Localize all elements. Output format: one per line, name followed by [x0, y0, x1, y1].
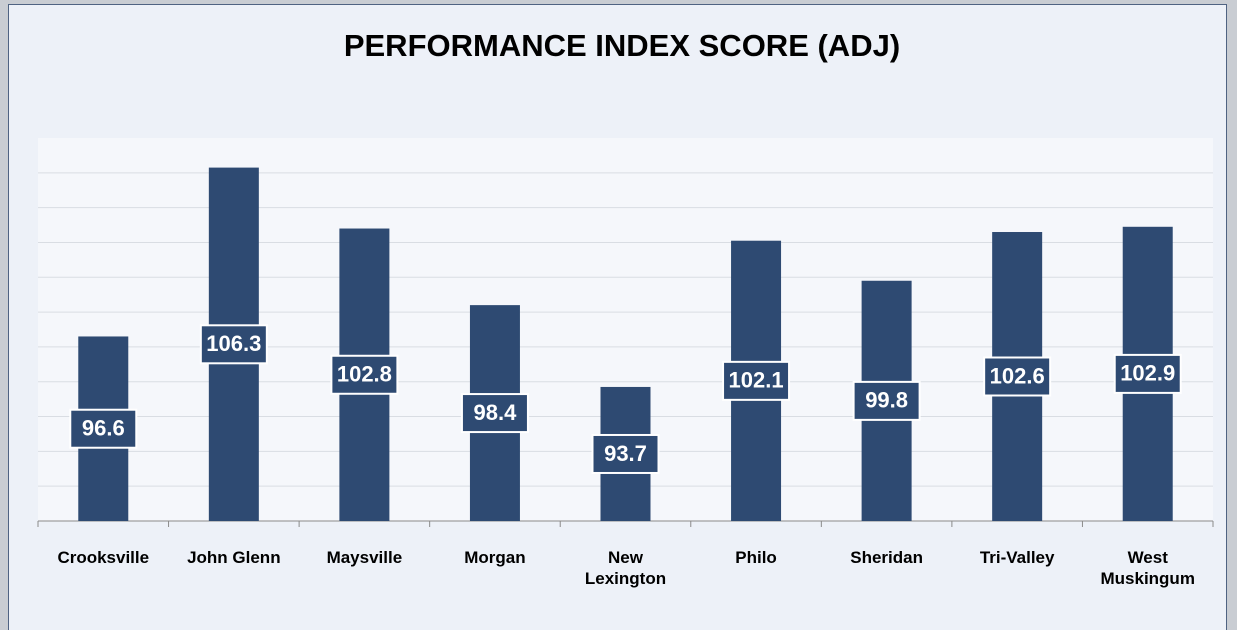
data-label: 102.9 — [1120, 361, 1175, 386]
data-label: 102.6 — [990, 363, 1045, 388]
data-label-box — [1113, 353, 1182, 394]
x-tick-label: Morgan — [464, 548, 526, 567]
data-label-box — [591, 433, 660, 474]
data-label-box — [330, 354, 399, 395]
x-tick-label: Tri-Valley — [979, 548, 1055, 567]
data-label: 106.3 — [206, 331, 261, 356]
x-tick-label: Maysville — [326, 548, 403, 567]
chart-title: PERFORMANCE INDEX SCORE (ADJ) — [344, 28, 900, 63]
data-label: 99.8 — [865, 388, 908, 413]
x-tick-label: West Muskingum — [1100, 548, 1195, 588]
data-label-box — [852, 380, 921, 421]
x-tick-label: Sheridan — [850, 548, 923, 567]
data-label: 102.8 — [337, 362, 392, 387]
data-label-box — [199, 324, 268, 365]
x-tick-label: John Glenn — [187, 548, 281, 567]
x-tick-label: Philo — [735, 548, 777, 567]
data-label: 96.6 — [82, 416, 125, 441]
data-label: 93.7 — [604, 441, 647, 466]
x-tick-label: New Lexington — [584, 548, 667, 588]
x-tick-label: Crooksville — [57, 548, 150, 567]
data-label: 98.4 — [474, 400, 518, 425]
data-label-box — [69, 408, 138, 449]
data-label-box — [722, 360, 791, 401]
data-label-box — [460, 393, 529, 434]
data-label: 102.1 — [729, 368, 784, 393]
data-label-box — [983, 356, 1052, 397]
